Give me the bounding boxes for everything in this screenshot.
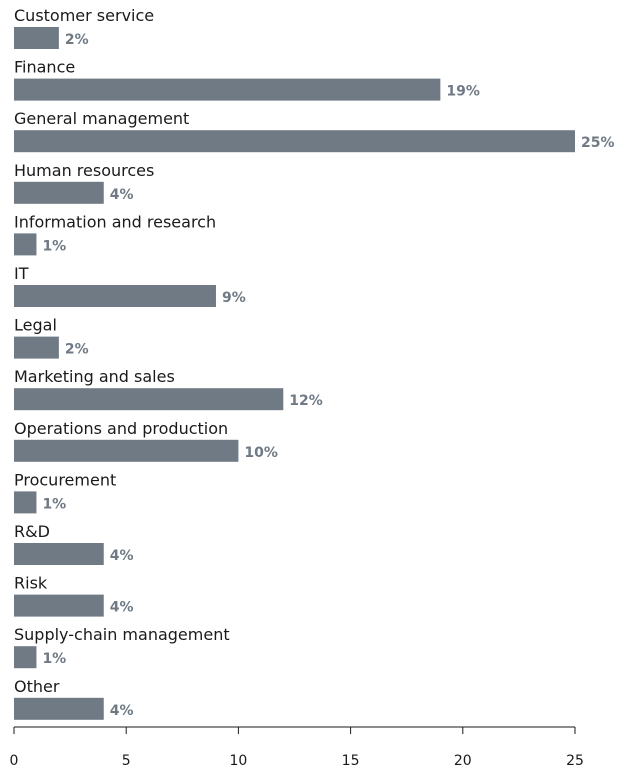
bar bbox=[14, 78, 441, 101]
value-label: 12% bbox=[289, 393, 323, 409]
category-label: Human resources bbox=[14, 161, 154, 180]
bar-row: Marketing and sales 12% bbox=[14, 367, 323, 411]
bar bbox=[14, 336, 59, 359]
category-label: Supply-chain management bbox=[14, 625, 230, 644]
bar bbox=[14, 594, 104, 617]
x-tick-label: 20 bbox=[454, 753, 472, 769]
bar-row: Human resources 4% bbox=[14, 161, 154, 204]
bar-row: Supply-chain management 1% bbox=[14, 625, 230, 669]
value-label: 4% bbox=[110, 600, 134, 616]
bar-row: Legal 2% bbox=[14, 316, 89, 359]
bar-row: Procurement 1% bbox=[14, 470, 116, 514]
bar-row: Information and research 1% bbox=[14, 212, 216, 256]
bar-row: Risk 4% bbox=[14, 574, 134, 617]
bar bbox=[14, 491, 37, 514]
bar bbox=[14, 439, 239, 462]
x-tick-label: 25 bbox=[566, 753, 584, 769]
value-label: 1% bbox=[42, 238, 66, 254]
category-label: Finance bbox=[14, 58, 75, 77]
bar-row: General management 25% bbox=[14, 109, 615, 153]
category-label: R&D bbox=[14, 522, 50, 541]
x-tick-label: 0 bbox=[10, 753, 19, 769]
category-label: Other bbox=[14, 677, 60, 696]
bar-row: IT 9% bbox=[14, 264, 246, 307]
bar bbox=[14, 27, 59, 49]
value-label: 9% bbox=[222, 290, 246, 306]
bar-row: R&D 4% bbox=[14, 522, 134, 565]
bar-row: Operations and production 10% bbox=[14, 419, 278, 462]
x-tick-label: 15 bbox=[342, 753, 360, 769]
value-label: 4% bbox=[110, 187, 134, 203]
value-label: 10% bbox=[244, 445, 278, 461]
category-label: Operations and production bbox=[14, 419, 228, 438]
value-label: 4% bbox=[110, 703, 134, 719]
bar bbox=[14, 233, 37, 256]
x-tick-label: 5 bbox=[122, 753, 131, 769]
value-label: 1% bbox=[42, 651, 66, 667]
bar bbox=[14, 543, 104, 565]
value-label: 2% bbox=[65, 32, 89, 48]
bar bbox=[14, 697, 104, 720]
x-axis: 0 5 10 15 20 25 bbox=[10, 726, 584, 769]
category-label: General management bbox=[14, 109, 189, 128]
bar bbox=[14, 646, 37, 669]
x-tick-label: 10 bbox=[229, 753, 247, 769]
bar-row: Customer service 2% bbox=[14, 6, 154, 49]
bar bbox=[14, 388, 284, 411]
category-label: IT bbox=[14, 264, 29, 283]
chart-rows: Customer service 2% Finance 19% General mana… bbox=[14, 6, 615, 720]
value-label: 19% bbox=[446, 84, 480, 100]
bar bbox=[14, 181, 104, 204]
category-label: Legal bbox=[14, 316, 57, 335]
bar-row: Other 4% bbox=[14, 677, 134, 720]
category-label: Procurement bbox=[14, 470, 116, 489]
category-label: Customer service bbox=[14, 6, 154, 25]
bar bbox=[14, 285, 216, 307]
category-label: Marketing and sales bbox=[14, 367, 175, 386]
category-label: Information and research bbox=[14, 212, 216, 231]
value-label: 25% bbox=[581, 135, 615, 151]
value-label: 2% bbox=[65, 342, 89, 358]
value-label: 1% bbox=[42, 496, 66, 512]
value-label: 4% bbox=[110, 548, 134, 564]
bar bbox=[14, 130, 575, 153]
bar-row: Finance 19% bbox=[14, 58, 480, 101]
category-label: Risk bbox=[14, 574, 48, 593]
